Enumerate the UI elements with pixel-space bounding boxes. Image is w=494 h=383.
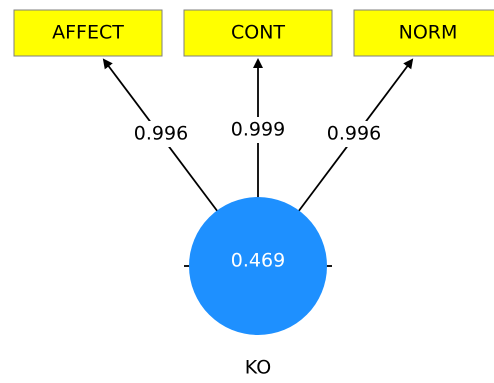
- loading-cont: 0.999: [227, 117, 289, 143]
- construct-ko[interactable]: 0.469: [189, 197, 327, 335]
- indicator-label-affect: AFFECT: [52, 22, 124, 44]
- loading-label-norm: 0.996: [327, 123, 381, 145]
- loading-affect-backing: [130, 121, 190, 147]
- indicator-norm[interactable]: NORM: [353, 9, 494, 57]
- loading-affect: 0.996: [130, 121, 190, 147]
- loading-cont-backing: [227, 117, 289, 143]
- indicator-label-norm: NORM: [399, 22, 458, 44]
- construct-r-squared: 0.469: [231, 250, 285, 272]
- construct-name: KO: [245, 357, 271, 379]
- loading-norm: 0.996: [324, 121, 384, 147]
- indicator-box-cont: [183, 9, 333, 57]
- loading-norm-backing: [324, 121, 384, 147]
- indicator-cont[interactable]: CONT: [183, 9, 333, 57]
- loading-label-affect: 0.996: [134, 123, 188, 145]
- loading-label-cont: 0.999: [231, 119, 285, 141]
- indicator-affect[interactable]: AFFECT: [13, 9, 163, 57]
- construct-circle: [189, 197, 327, 335]
- indicator-label-cont: CONT: [231, 22, 285, 44]
- indicator-box-affect: [13, 9, 163, 57]
- indicator-box-norm: [353, 9, 494, 57]
